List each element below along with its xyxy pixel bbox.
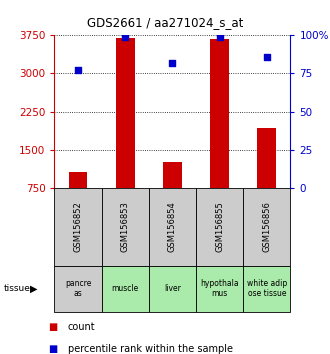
Text: GDS2661 / aa271024_s_at: GDS2661 / aa271024_s_at	[87, 16, 243, 29]
Text: count: count	[68, 322, 95, 332]
Text: GSM156854: GSM156854	[168, 201, 177, 252]
Bar	[257, 128, 276, 188]
Text: ■: ■	[48, 344, 57, 354]
Point	[123, 34, 128, 40]
Point	[217, 34, 222, 40]
Bar	[116, 38, 135, 188]
Text: liver: liver	[164, 284, 181, 293]
Text: GSM156855: GSM156855	[215, 201, 224, 252]
Bar	[196, 188, 243, 266]
Point	[170, 60, 175, 65]
Text: ■: ■	[48, 322, 57, 332]
Bar	[54, 266, 102, 312]
Bar	[149, 188, 196, 266]
Bar	[163, 162, 182, 188]
Text: muscle: muscle	[112, 284, 139, 293]
Point	[75, 68, 81, 73]
Bar	[196, 266, 243, 312]
Point	[264, 54, 269, 59]
Text: pancre
as: pancre as	[65, 279, 91, 298]
Bar	[54, 188, 102, 266]
Bar	[149, 266, 196, 312]
Bar	[102, 266, 149, 312]
Text: GSM156856: GSM156856	[262, 201, 271, 252]
Text: ▶: ▶	[30, 284, 37, 293]
Bar	[243, 188, 290, 266]
Text: hypothala
mus: hypothala mus	[200, 279, 239, 298]
Bar	[69, 172, 87, 188]
Bar	[210, 39, 229, 188]
Text: tissue: tissue	[3, 284, 30, 293]
Bar	[102, 188, 149, 266]
Text: percentile rank within the sample: percentile rank within the sample	[68, 344, 233, 354]
Bar	[243, 266, 290, 312]
Text: white adip
ose tissue: white adip ose tissue	[247, 279, 287, 298]
Text: GSM156853: GSM156853	[121, 201, 130, 252]
Text: GSM156852: GSM156852	[74, 201, 82, 252]
